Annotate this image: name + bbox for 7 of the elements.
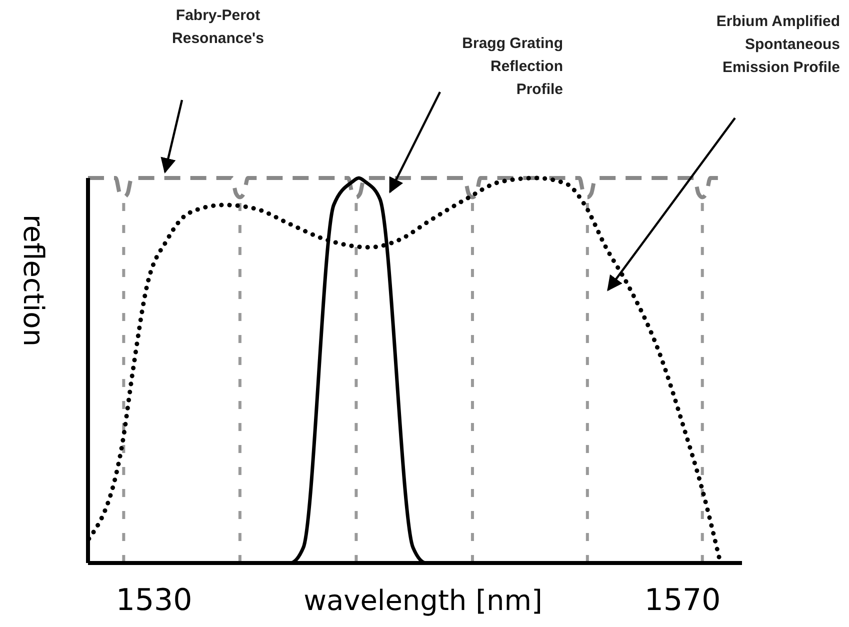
x-tick-label: 1570 bbox=[644, 583, 721, 618]
x-tick-label: 1530 bbox=[116, 583, 192, 618]
text: Bragg Grating Reflection Profile bbox=[462, 35, 563, 98]
text: Fabry-Perot Resonance's bbox=[172, 7, 264, 47]
x-axis-title: wavelength [nm] bbox=[304, 584, 542, 617]
text: Erbium Amplified Spontaneous Emission Profile bbox=[716, 13, 840, 76]
y-axis-title: reflection bbox=[17, 214, 50, 347]
